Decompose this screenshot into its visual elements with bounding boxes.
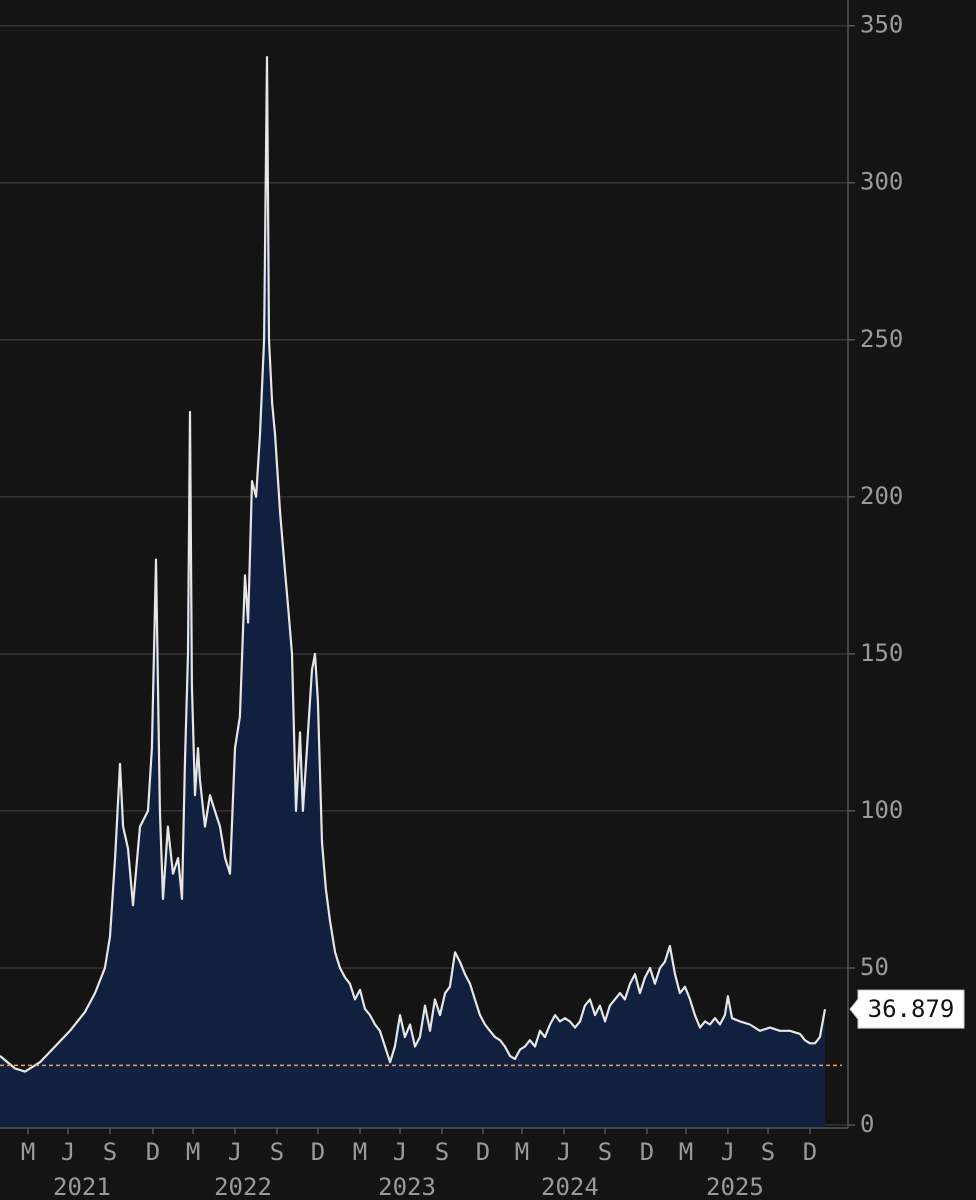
y-tick-label: 200 (860, 482, 903, 510)
x-tick-label: S (103, 1138, 117, 1166)
y-tick-label: 300 (860, 168, 903, 196)
price-line (0, 56, 827, 1073)
last-value-box (849, 989, 965, 1029)
x-tick-label: M (679, 1138, 693, 1166)
x-tick-label: M (515, 1138, 529, 1166)
x-tick-label: D (640, 1138, 654, 1166)
x-tick-label: J (228, 1138, 242, 1166)
x-tick-label: S (761, 1138, 775, 1166)
year-label: 2024 (541, 1173, 599, 1200)
x-tick-label: S (435, 1138, 449, 1166)
last-value-label: 36.879 (849, 989, 965, 1029)
area-fill (0, 57, 825, 1129)
year-label: 2025 (706, 1173, 764, 1200)
x-tick-label: D (146, 1138, 160, 1166)
x-tick-label: J (721, 1138, 735, 1166)
x-tick-label: J (557, 1138, 571, 1166)
year-label: 2023 (378, 1173, 436, 1200)
y-tick-label: 350 (860, 11, 903, 39)
x-tick-label: J (393, 1138, 407, 1166)
y-tick-label: 0 (860, 1110, 874, 1138)
x-tick-label: D (476, 1138, 490, 1166)
x-tick-label: J (61, 1138, 75, 1166)
x-tick-label: M (353, 1138, 367, 1166)
x-tick-label: D (803, 1138, 817, 1166)
y-tick-label: 250 (860, 325, 903, 353)
x-tick-label: D (311, 1138, 325, 1166)
year-label: 2022 (214, 1173, 272, 1200)
x-tick-label: S (598, 1138, 612, 1166)
year-label: 2021 (53, 1173, 111, 1200)
y-tick-label: 150 (860, 639, 903, 667)
x-tick-label: M (186, 1138, 200, 1166)
x-tick-label: S (270, 1138, 284, 1166)
x-tick-label: M (21, 1138, 35, 1166)
last-value-text: 36.879 (868, 995, 955, 1023)
y-tick-label: 50 (860, 953, 889, 981)
y-tick-label: 100 (860, 796, 903, 824)
